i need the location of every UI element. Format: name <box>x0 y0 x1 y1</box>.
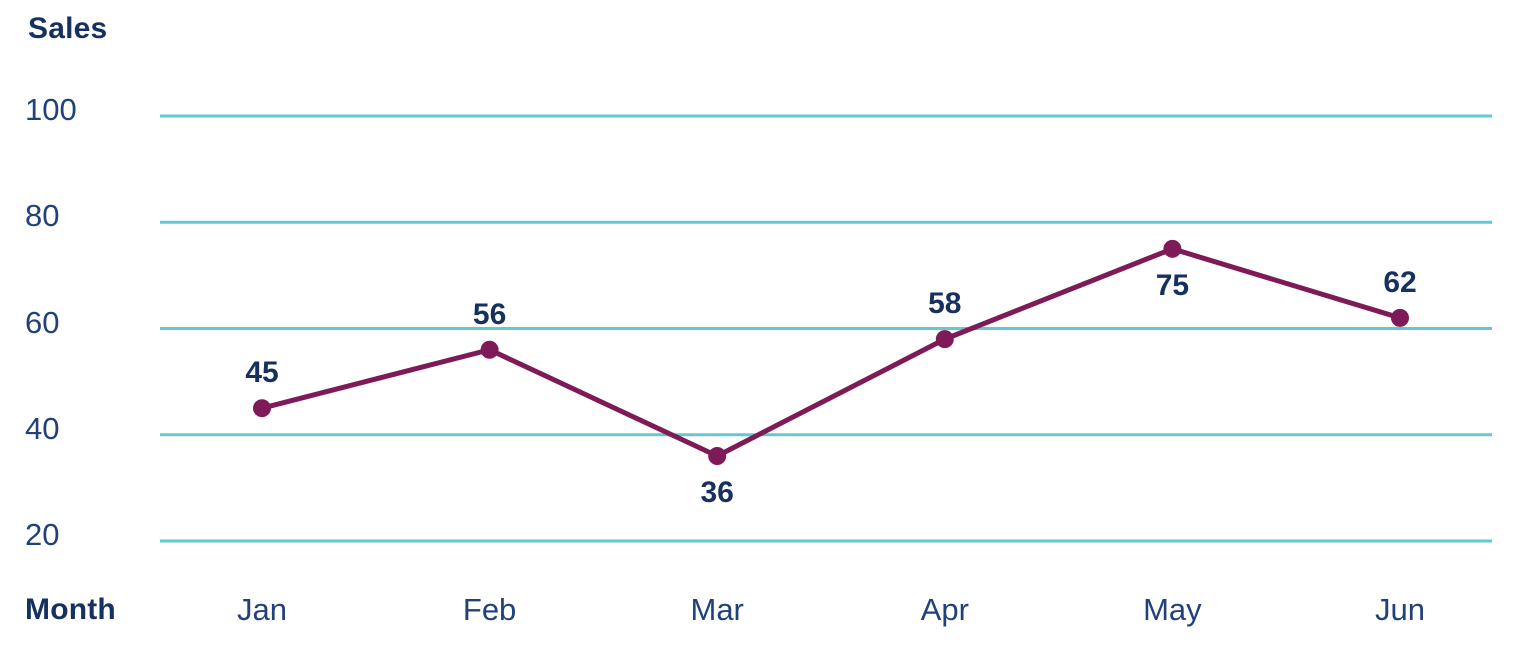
sales-series-line <box>259 246 1403 459</box>
x-tick-label-feb: Feb <box>462 592 517 627</box>
value-label-jan: 45 <box>245 356 279 390</box>
y-tick-label-60: 60 <box>25 304 60 340</box>
x-tick-label-may: May <box>1143 592 1202 627</box>
value-label-jun: 62 <box>1383 265 1417 299</box>
data-point-apr <box>935 330 954 349</box>
data-point-may <box>1163 239 1182 258</box>
x-tick-label-apr: Apr <box>920 592 969 627</box>
y-axis-title: Sales <box>28 12 108 45</box>
data-point-feb <box>480 340 499 359</box>
y-tick-label-20: 20 <box>25 517 60 552</box>
y-tick-label-40: 40 <box>25 410 60 446</box>
value-label-feb: 56 <box>472 297 507 331</box>
x-axis-title: Month <box>25 593 116 626</box>
data-point-jan <box>253 399 271 418</box>
value-label-apr: 58 <box>928 287 962 321</box>
x-tick-label-jan: Jan <box>237 592 287 627</box>
value-label-may: 75 <box>1155 268 1190 302</box>
x-tick-label-mar: Mar <box>690 592 744 627</box>
y-tick-label-80: 80 <box>25 198 60 234</box>
value-label-mar: 36 <box>700 476 734 509</box>
y-tick-label-100: 100 <box>25 92 77 127</box>
x-tick-label-jun: Jun <box>1375 592 1425 627</box>
data-point-jun <box>1391 308 1409 327</box>
data-point-mar <box>708 447 727 465</box>
